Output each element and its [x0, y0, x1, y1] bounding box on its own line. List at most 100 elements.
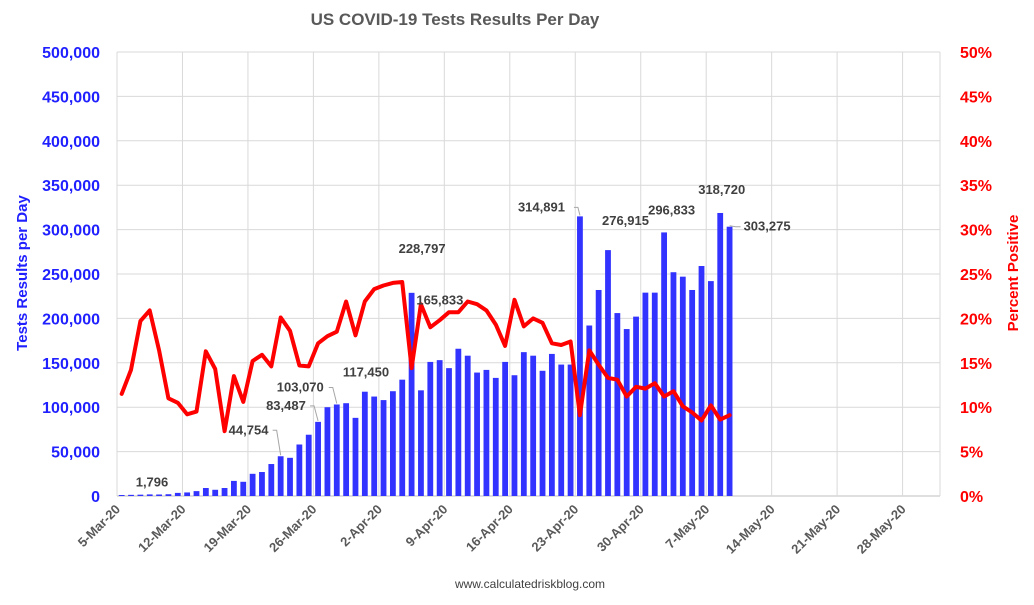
bar	[380, 400, 387, 496]
bar	[399, 379, 406, 496]
bar	[586, 325, 593, 496]
bar	[212, 489, 219, 496]
bar	[287, 457, 293, 496]
bar	[633, 316, 639, 496]
grid	[116, 51, 941, 497]
line-series	[119, 280, 732, 434]
bar	[305, 434, 312, 496]
y-axis-right-label: Percent Positive	[1005, 215, 1022, 332]
bar	[137, 494, 144, 496]
annotation-leader	[328, 386, 338, 404]
data-label: 117,450	[343, 365, 389, 380]
bar	[605, 250, 611, 496]
data-label: 303,275	[744, 219, 791, 234]
x-tick-label: 5-Mar-20	[75, 502, 123, 550]
bar	[231, 480, 237, 496]
data-label: 276,915	[602, 213, 649, 228]
bar	[651, 292, 658, 496]
bar	[427, 361, 434, 496]
bar	[361, 391, 368, 496]
x-tick-label: 9-Apr-20	[403, 502, 451, 550]
bar	[548, 353, 555, 496]
y2-tick-label: 45%	[960, 89, 992, 106]
y2-tick-label: 0%	[960, 489, 983, 506]
x-tick-label: 26-Mar-20	[266, 502, 320, 556]
bar	[268, 464, 275, 496]
annotations: 1,796 44,754 83,487 103,070 117,450 228,797 16…	[136, 182, 791, 489]
annotation-leader	[272, 429, 282, 456]
x-tick-label: 7-May-20	[662, 502, 712, 552]
y-tick-label: 350,000	[42, 178, 100, 195]
data-label: 296,833	[648, 202, 695, 217]
bar	[661, 232, 668, 496]
bar	[530, 355, 537, 496]
bar	[511, 375, 518, 496]
bar-series	[118, 212, 733, 497]
bar	[595, 289, 602, 496]
y-tick-label: 500,000	[42, 45, 100, 62]
y-tick-label: 50,000	[51, 445, 100, 462]
y-tick-label: 200,000	[42, 311, 100, 328]
source-credit: www.calculatedriskblog.com	[454, 577, 605, 591]
y-tick-label: 0	[91, 489, 100, 506]
bar	[184, 492, 191, 496]
y-tick-label: 150,000	[42, 356, 100, 373]
y-tick-label: 100,000	[42, 400, 100, 417]
bar	[679, 276, 686, 496]
bar	[614, 313, 621, 496]
data-label: 314,891	[518, 199, 565, 214]
bar	[193, 491, 200, 496]
y-axis-right: 0% 5% 10% 15% 20% 25% 30% 35% 40% 45% 50%	[960, 45, 992, 506]
bar	[717, 212, 724, 497]
data-label: 165,833	[416, 293, 463, 308]
bar	[455, 348, 462, 496]
x-axis: 5-Mar-20 12-Mar-20 19-Mar-20 26-Mar-20 2-Apr…	[75, 502, 909, 557]
bar	[371, 396, 378, 496]
bar	[240, 481, 247, 496]
bar	[174, 492, 181, 496]
bar	[324, 407, 331, 496]
bar	[483, 369, 490, 496]
bar	[698, 266, 705, 496]
x-tick-label: 19-Mar-20	[201, 502, 255, 556]
data-label: 1,796	[136, 474, 169, 489]
bar	[623, 329, 630, 496]
y2-tick-label: 5%	[960, 445, 983, 462]
chart-title: US COVID-19 Tests Results Per Day	[311, 10, 600, 29]
bar	[146, 494, 153, 496]
data-label: 83,487	[266, 398, 306, 413]
bar	[156, 494, 162, 496]
y2-tick-label: 35%	[960, 178, 992, 195]
bar	[558, 364, 565, 496]
bar	[689, 289, 696, 496]
bar	[352, 417, 359, 496]
bar	[333, 404, 340, 496]
bar	[502, 361, 509, 496]
y-tick-label: 300,000	[42, 223, 100, 240]
y2-tick-label: 15%	[960, 356, 992, 373]
annotation-leader	[310, 405, 319, 421]
bar	[567, 364, 574, 496]
data-label: 228,797	[399, 241, 446, 256]
x-tick-label: 12-Mar-20	[135, 502, 189, 556]
bar	[446, 368, 452, 496]
y2-tick-label: 25%	[960, 267, 992, 284]
bar	[165, 494, 172, 496]
x-tick-label: 14-May-20	[723, 502, 778, 557]
x-tick-label: 30-Apr-20	[594, 502, 647, 555]
y2-tick-label: 30%	[960, 223, 992, 240]
y2-tick-label: 40%	[960, 134, 992, 151]
bar	[408, 292, 415, 496]
y-axis-left: 0 50,000 100,000 150,000 200,000 250,000 300,0…	[42, 45, 100, 506]
bar	[202, 488, 209, 496]
x-tick-label: 28-May-20	[854, 502, 909, 557]
data-label: 318,720	[698, 182, 745, 197]
bar	[520, 352, 527, 496]
y-tick-label: 250,000	[42, 267, 100, 284]
bar	[259, 472, 265, 496]
bar	[436, 360, 443, 496]
bar	[277, 456, 284, 496]
bar	[670, 272, 677, 496]
x-tick-label: 2-Apr-20	[337, 502, 385, 550]
annotation-leader	[573, 206, 581, 216]
